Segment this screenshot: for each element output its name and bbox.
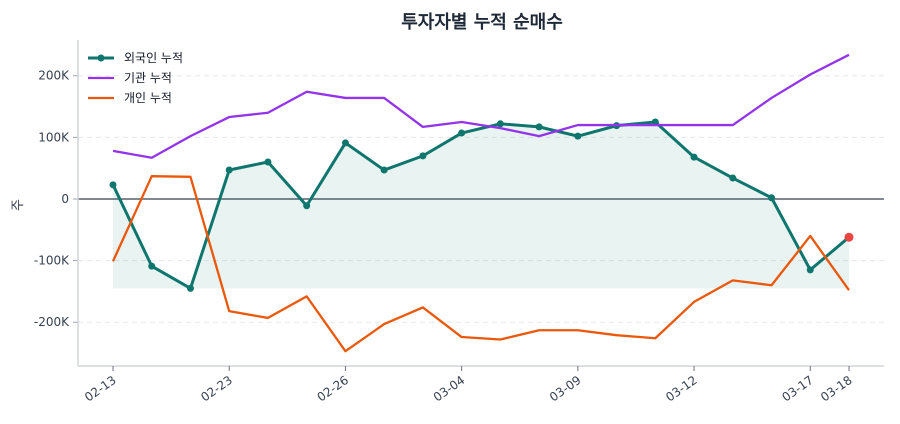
series-fill-area [113, 121, 849, 289]
data-point [768, 194, 776, 202]
data-point [535, 123, 543, 131]
y-tick-label: -100K [34, 254, 70, 268]
y-tick-label: 100K [38, 130, 70, 144]
data-point [496, 120, 504, 128]
y-axis-label: 주 [11, 199, 26, 211]
y-tick-label: 200K [38, 69, 70, 83]
y-tick-label: 0 [61, 192, 69, 206]
data-point [690, 153, 698, 161]
series-line-0 [111, 120, 850, 290]
x-tick-label: 03-17 [779, 373, 816, 404]
legend-marker [97, 54, 105, 62]
legend-label: 외국인 누적 [124, 51, 183, 65]
series-line-1 [112, 53, 850, 159]
x-tick-label: 03-09 [547, 373, 584, 404]
data-point [806, 266, 814, 274]
legend-label: 개인 누적 [124, 91, 172, 105]
legend-label: 기관 누적 [124, 71, 172, 85]
data-point [186, 284, 194, 292]
data-point [729, 174, 737, 182]
data-point [651, 118, 659, 126]
series-line-2 [111, 175, 850, 353]
data-point [419, 152, 427, 160]
chart-title: 투자자별 누적 순매수 [401, 12, 563, 33]
latest-point-marker [844, 232, 854, 242]
data-point [109, 181, 117, 189]
x-tick-label: 02-23 [198, 373, 235, 404]
data-point [574, 132, 582, 140]
data-point [341, 139, 349, 147]
data-point [303, 202, 311, 210]
x-tick-label: 03-04 [431, 373, 468, 404]
y-tick-label: -200K [34, 315, 70, 329]
data-point [458, 129, 466, 137]
data-point [264, 158, 272, 166]
data-point [380, 166, 388, 174]
x-tick-label: 02-26 [315, 373, 352, 404]
x-tick-label: 02-13 [82, 373, 119, 404]
x-tick-label: 03-12 [663, 373, 700, 404]
data-point [225, 166, 233, 174]
x-tick-label: 03-18 [818, 373, 855, 404]
data-point [148, 262, 156, 270]
